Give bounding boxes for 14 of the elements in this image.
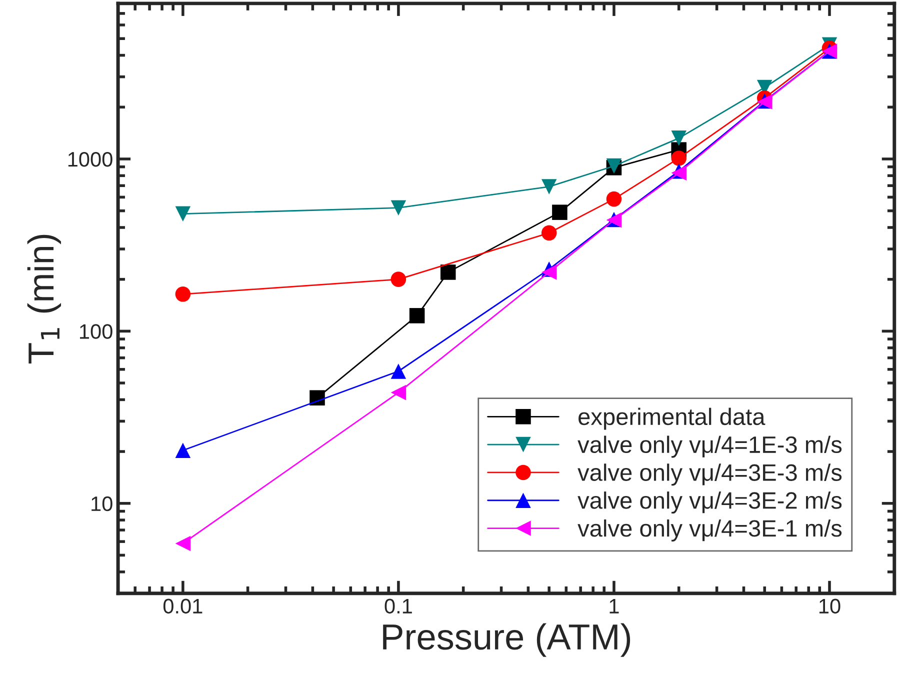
legend-label: valve only vμ/4=3E-1 m/s [578, 519, 842, 542]
y-tick-label: 100 [80, 324, 112, 339]
legend-label: valve only vμ/4=3E-3 m/s [578, 464, 842, 486]
y-axis-title: T$_{1}$ (min) [27, 234, 61, 364]
legend-label: experimental data [578, 408, 766, 430]
x-tick-label: 0.1 [384, 598, 412, 614]
x-tick-label: 0.01 [163, 598, 202, 614]
x-tick-label: 1 [610, 599, 619, 614]
x-tick-label: 10 [820, 598, 840, 614]
legend-label: valve only vμ/4=3E-2 m/s [578, 492, 842, 514]
x-axis-title: Pressure (ATM) [383, 623, 630, 657]
legend-label: valve only vμ/4=1E-3 m/s [578, 436, 842, 458]
y-tick-label: 10 [92, 496, 112, 512]
y-tick-label: 1000 [68, 152, 112, 167]
